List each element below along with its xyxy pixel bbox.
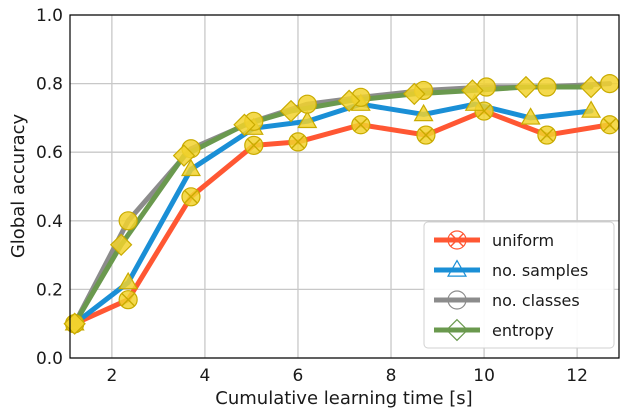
legend-entry-entropy: entropy [434, 318, 554, 342]
data-point-no-samples [118, 271, 139, 290]
data-point-no-samples [520, 107, 541, 125]
data-point-no-classes [297, 94, 317, 114]
data-point-uniform [181, 187, 201, 207]
data-point-no-classes [537, 77, 557, 97]
data-point-entropy [279, 99, 303, 123]
data-point-uniform [600, 115, 620, 135]
y-tick-label: 1.0 [36, 6, 63, 26]
series-line-uniform [72, 108, 613, 327]
x-tick-label: 6 [293, 366, 304, 386]
data-point-entropy [109, 233, 133, 257]
series-line-no-samples [72, 101, 594, 327]
legend-marker [447, 230, 467, 250]
x-tick-label: 4 [200, 366, 211, 386]
y-tick-label: 0.8 [36, 75, 63, 95]
legend-marker [446, 259, 468, 277]
series-line-entropy [72, 84, 594, 327]
data-point-entropy [461, 79, 484, 102]
x-tick-label: 10 [473, 366, 495, 386]
y-tick-labels: 0.0 0.2 0.4 0.6 0.8 1.0 [36, 6, 63, 369]
legend: uniform no. samples no. classes entropy [423, 221, 615, 349]
legend-marker [447, 290, 467, 310]
legend-entry-uniform: uniform [434, 230, 554, 250]
data-point-entropy [403, 82, 426, 106]
data-point-uniform [416, 125, 436, 145]
data-point-no-samples [180, 158, 201, 177]
data-point-entropy [514, 75, 538, 99]
legend-label: entropy [492, 321, 554, 340]
plot-frame [69, 14, 620, 359]
data-point-entropy [233, 113, 256, 136]
data-point-no-samples [464, 93, 485, 111]
data-point-entropy [337, 89, 361, 112]
y-axis-label: Global accuracy [8, 113, 29, 258]
data-point-no-samples [581, 100, 602, 118]
legend-entry-no-samples: no. samples [434, 259, 588, 280]
data-point-uniform [288, 132, 308, 152]
legend-box [423, 221, 615, 349]
data-point-no-samples [413, 103, 434, 122]
data-point-uniform [244, 135, 264, 155]
y-tick-label: 0.0 [36, 349, 63, 369]
data-point-uniform [351, 115, 371, 135]
data-point-entropy [172, 144, 196, 167]
y-tick-label: 0.6 [36, 143, 63, 163]
legend-marker [445, 318, 469, 342]
data-point-uniform [118, 290, 138, 310]
data-point-no-classes [600, 73, 620, 94]
data-point-entropy [63, 312, 86, 335]
legend-entry-no-classes: no. classes [434, 290, 580, 310]
x-tick-labels: 2 4 6 8 10 12 [106, 366, 587, 386]
y-tick-label: 0.2 [36, 280, 63, 300]
series-markers [63, 73, 620, 335]
data-point-no-classes [118, 211, 138, 231]
legend-label: uniform [492, 231, 554, 250]
x-tick-label: 12 [566, 366, 588, 386]
data-point-uniform [537, 125, 557, 145]
data-point-no-samples [297, 110, 318, 129]
y-tick-label: 0.4 [36, 212, 63, 232]
legend-label: no. samples [492, 261, 588, 280]
x-tick-label: 8 [386, 366, 397, 386]
x-tick-label: 2 [106, 366, 117, 386]
x-axis-label: Cumulative learning time [s] [215, 388, 472, 409]
data-point-entropy [579, 75, 603, 99]
legend-label: no. classes [492, 291, 580, 310]
